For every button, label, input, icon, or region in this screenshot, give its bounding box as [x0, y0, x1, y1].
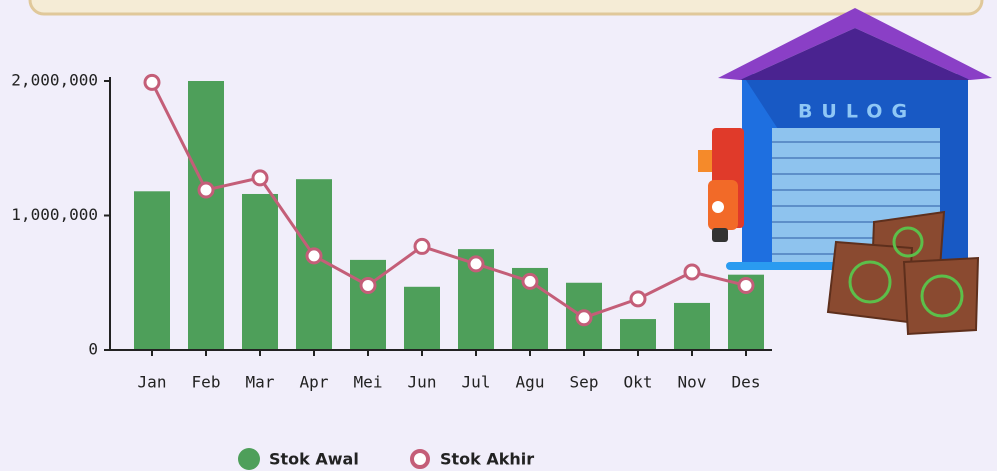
x-tick-label: Apr [300, 373, 329, 392]
line-marker [629, 290, 647, 308]
line-marker [359, 276, 377, 294]
x-tick-label: Jul [462, 373, 491, 392]
top-banner [28, 0, 984, 16]
warehouse-illustration: BULOG [698, 8, 992, 336]
legend-swatch [238, 448, 260, 470]
line-marker [521, 272, 539, 290]
warehouse-sign: BULOG [798, 101, 916, 123]
legend-label: Stok Akhir [440, 450, 534, 469]
bar [674, 302, 710, 350]
line-marker [143, 73, 161, 91]
x-tick-label: Mar [246, 373, 275, 392]
line-marker [467, 255, 485, 273]
bar [296, 179, 332, 350]
line-marker [197, 181, 215, 199]
x-tick-label: Mei [354, 373, 383, 392]
line-marker [413, 237, 431, 255]
bar [188, 81, 224, 350]
x-tick-label: Sep [570, 373, 599, 392]
line-marker [575, 309, 593, 327]
bar [404, 286, 440, 350]
x-tick-label: Des [732, 373, 761, 392]
bar [134, 191, 170, 350]
x-tick-label: Jun [408, 373, 437, 392]
bar [620, 319, 656, 350]
bar [350, 259, 386, 350]
line-marker [683, 263, 701, 281]
x-tick-label: Agu [516, 373, 545, 392]
legend-swatch [410, 449, 430, 469]
x-tick-label: Feb [192, 373, 221, 392]
x-tick-label: Okt [624, 373, 653, 392]
y-tick-label: 1,000,000 [11, 205, 98, 224]
y-tick-label: 0 [88, 340, 98, 359]
line-marker [251, 169, 269, 187]
x-tick-label: Jan [138, 373, 167, 392]
legend-label: Stok Awal [269, 450, 359, 469]
bar [242, 193, 278, 350]
y-tick-label: 2,000,000 [11, 71, 98, 90]
line-marker [737, 276, 755, 294]
line [150, 81, 747, 320]
line-marker [305, 247, 323, 265]
x-tick-label: Nov [678, 373, 707, 392]
